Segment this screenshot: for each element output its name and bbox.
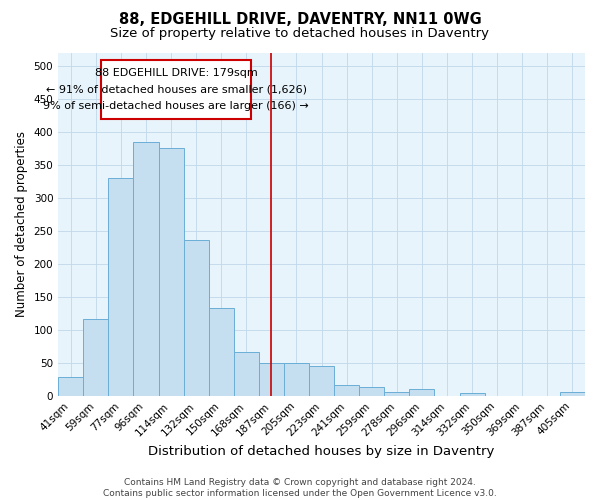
Bar: [334, 384, 359, 396]
Bar: [58, 378, 83, 396]
Bar: [309, 366, 334, 396]
Bar: [284, 363, 309, 396]
Bar: [359, 388, 385, 396]
Text: 9% of semi-detached houses are larger (166) →: 9% of semi-detached houses are larger (1…: [43, 100, 309, 110]
Bar: [560, 392, 585, 396]
Text: Size of property relative to detached houses in Daventry: Size of property relative to detached ho…: [110, 28, 490, 40]
Bar: [158, 148, 184, 396]
Bar: [184, 240, 209, 396]
Text: 88 EDGEHILL DRIVE: 179sqm: 88 EDGEHILL DRIVE: 179sqm: [95, 68, 257, 78]
X-axis label: Distribution of detached houses by size in Daventry: Distribution of detached houses by size …: [148, 444, 495, 458]
Bar: [234, 352, 259, 396]
Bar: [409, 389, 434, 396]
Y-axis label: Number of detached properties: Number of detached properties: [15, 131, 28, 317]
Bar: [83, 318, 109, 396]
Bar: [460, 392, 485, 396]
Bar: [133, 142, 158, 396]
Bar: [259, 363, 284, 396]
Bar: [385, 392, 409, 396]
Bar: [109, 178, 133, 396]
Bar: [101, 60, 251, 118]
Bar: [209, 308, 234, 396]
Text: 88, EDGEHILL DRIVE, DAVENTRY, NN11 0WG: 88, EDGEHILL DRIVE, DAVENTRY, NN11 0WG: [119, 12, 481, 28]
Text: ← 91% of detached houses are smaller (1,626): ← 91% of detached houses are smaller (1,…: [46, 84, 307, 94]
Text: Contains HM Land Registry data © Crown copyright and database right 2024.
Contai: Contains HM Land Registry data © Crown c…: [103, 478, 497, 498]
